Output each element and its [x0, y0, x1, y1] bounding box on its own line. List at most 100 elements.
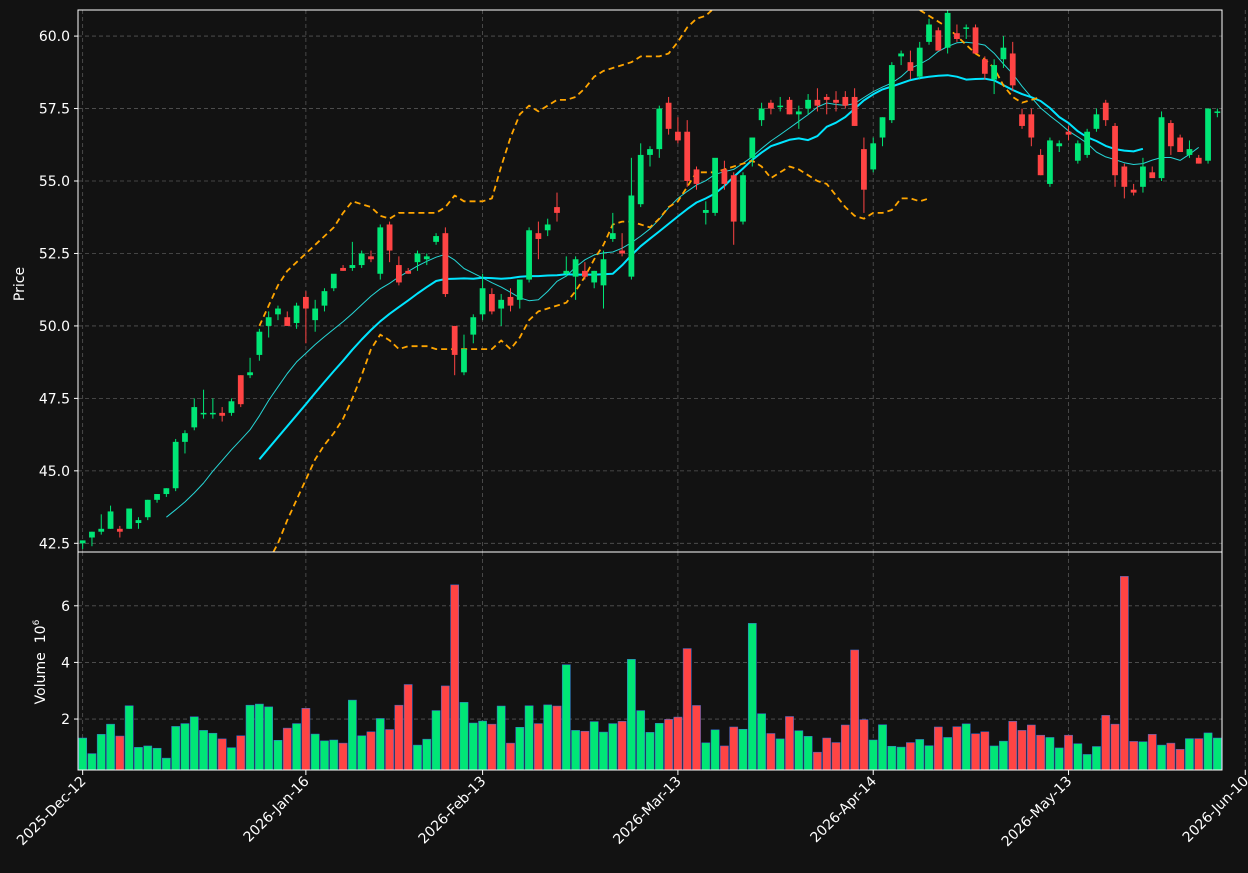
candle-body: [256, 331, 263, 355]
candle-body: [1056, 143, 1063, 147]
volume-bar: [701, 742, 711, 771]
price-panel-background: [78, 10, 1222, 552]
volume-bar: [189, 716, 199, 771]
candle-body: [786, 99, 793, 115]
volume-bar: [720, 745, 729, 771]
candle-body: [926, 24, 932, 42]
volume-bar: [868, 739, 878, 771]
volume-bar: [375, 718, 385, 771]
candle-body: [1009, 53, 1016, 86]
volume-bar: [236, 735, 246, 771]
volume-bar: [310, 733, 320, 771]
candle-body: [284, 317, 291, 326]
candle-body: [377, 227, 384, 274]
candle-body: [916, 47, 923, 77]
candle-body: [1102, 102, 1109, 121]
volume-bar: [217, 738, 227, 771]
candle-body: [656, 108, 663, 150]
candle-body: [526, 230, 532, 280]
volume-bar: [366, 731, 376, 771]
volume-tick-label: 2: [61, 712, 70, 728]
volume-bar: [673, 716, 683, 771]
candle-body: [609, 233, 616, 239]
volume-bar: [794, 730, 804, 771]
candle-body: [507, 296, 514, 306]
volume-bar: [803, 736, 813, 771]
volume-bar: [599, 731, 608, 771]
volume-bar: [1101, 715, 1111, 771]
volume-bar: [785, 716, 794, 771]
candle-body: [712, 157, 718, 213]
candle-body: [340, 267, 346, 271]
candle-body: [972, 27, 979, 54]
volume-bar: [1045, 737, 1055, 771]
volume-bar: [180, 723, 190, 771]
volume-bar: [571, 730, 580, 771]
volume-bar: [106, 723, 115, 771]
volume-bar: [338, 742, 348, 771]
candle-body: [591, 270, 598, 283]
volume-bar: [999, 740, 1008, 771]
volume-bar: [78, 737, 87, 771]
volume-bar: [989, 745, 999, 771]
volume-bar: [1008, 721, 1018, 771]
volume-bar: [766, 733, 776, 771]
candle-body: [433, 236, 439, 242]
candle-body: [219, 412, 226, 416]
candle-body: [163, 488, 170, 495]
volume-bar: [943, 737, 952, 771]
volume-bar: [459, 702, 469, 771]
candle-body: [98, 528, 105, 532]
volume-axis-label-text: Volume: [33, 652, 49, 704]
candle-body: [191, 407, 198, 428]
volume-bar: [227, 747, 236, 771]
candle-body: [423, 256, 430, 260]
candle-body: [1130, 189, 1137, 193]
candle-body: [489, 294, 495, 312]
volume-bar: [1147, 734, 1157, 771]
candle-body: [330, 273, 337, 289]
candle-body: [768, 102, 774, 109]
candle-body: [1140, 166, 1146, 187]
volume-bar: [162, 757, 171, 771]
candle-body: [1186, 149, 1193, 155]
candle-body: [879, 117, 886, 138]
candle-body: [833, 99, 839, 103]
candle-body: [600, 259, 607, 286]
volume-bar: [1110, 723, 1120, 771]
volume-panel-frame: [77, 551, 1223, 771]
candle-body: [861, 149, 867, 190]
volume-bar: [1213, 737, 1222, 771]
volume-bar: [608, 723, 618, 771]
candle-body: [135, 520, 142, 524]
volume-bar: [589, 721, 599, 771]
volume-bar: [757, 713, 766, 771]
volume-bar: [524, 705, 534, 771]
volume-bar: [273, 740, 283, 771]
candle-body: [572, 259, 579, 277]
volume-bar: [96, 734, 106, 771]
volume-bar: [487, 723, 497, 771]
volume-bar: [1185, 738, 1194, 771]
candle-body: [730, 175, 737, 222]
volume-panel: [78, 576, 1222, 771]
volume-bar: [1073, 743, 1083, 771]
candle-body: [963, 27, 970, 29]
volume-bar: [208, 732, 218, 771]
candle-body: [182, 433, 188, 442]
upper-band-line: [258, 10, 1041, 327]
candle-body: [740, 175, 746, 222]
candle-body: [293, 305, 300, 324]
candle-body: [154, 494, 160, 500]
volume-bar: [394, 704, 404, 771]
volume-bar: [506, 742, 515, 771]
volume-bar: [134, 747, 143, 771]
candle-body: [172, 441, 179, 489]
candle-body: [1019, 114, 1025, 126]
candle-body: [842, 96, 849, 106]
volume-bar: [645, 732, 655, 771]
candle-body: [675, 131, 681, 141]
volume-bar: [1175, 749, 1185, 771]
candle-body: [535, 233, 542, 239]
candle-body: [414, 253, 421, 263]
